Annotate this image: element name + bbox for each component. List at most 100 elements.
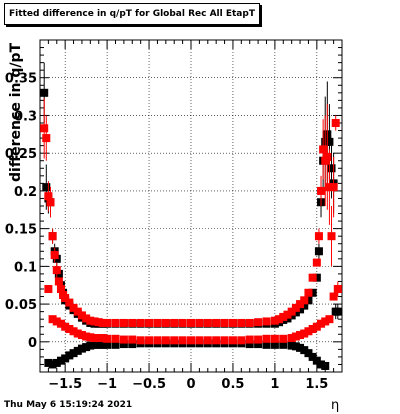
data-point bbox=[98, 340, 107, 349]
data-point bbox=[212, 336, 221, 345]
data-point bbox=[195, 336, 204, 345]
data-point bbox=[312, 356, 321, 365]
data-point bbox=[300, 329, 309, 338]
x-tick-label: 1.5 bbox=[305, 377, 328, 392]
data-point bbox=[291, 342, 300, 351]
data-point bbox=[82, 314, 91, 323]
data-point bbox=[254, 335, 263, 344]
data-point bbox=[308, 352, 317, 361]
data-point bbox=[161, 336, 170, 345]
data-point bbox=[119, 340, 128, 349]
data-point bbox=[325, 137, 334, 146]
x-tick-label: −0.5 bbox=[132, 377, 166, 392]
data-point bbox=[145, 318, 154, 327]
data-point bbox=[312, 273, 321, 282]
data-point bbox=[48, 232, 57, 241]
x-axis-label: η bbox=[331, 398, 340, 413]
y-tick-label: 0.15 bbox=[5, 223, 37, 238]
data-point bbox=[296, 331, 305, 340]
data-point bbox=[136, 318, 145, 327]
data-point bbox=[86, 316, 95, 325]
data-point bbox=[300, 346, 309, 355]
data-point bbox=[283, 310, 292, 319]
data-point bbox=[325, 183, 334, 192]
data-point bbox=[54, 277, 63, 286]
data-point bbox=[203, 336, 212, 345]
data-point bbox=[111, 318, 120, 327]
data-point bbox=[228, 318, 237, 327]
data-point bbox=[304, 327, 313, 336]
data-point bbox=[195, 318, 204, 327]
x-tick-label: 1 bbox=[270, 377, 279, 392]
data-point bbox=[153, 336, 162, 345]
data-point bbox=[333, 285, 342, 293]
x-tick-label: 0.5 bbox=[221, 377, 244, 392]
data-point bbox=[254, 340, 263, 349]
data-point bbox=[178, 336, 187, 345]
x-tick-label: −1.5 bbox=[48, 377, 82, 392]
data-point bbox=[187, 336, 195, 345]
data-point bbox=[119, 335, 128, 344]
data-point bbox=[40, 124, 49, 133]
data-point bbox=[153, 318, 162, 327]
y-tick-label: 0.35 bbox=[5, 72, 37, 87]
data-point bbox=[287, 341, 296, 350]
data-point bbox=[327, 164, 336, 173]
data-point bbox=[77, 344, 86, 353]
data-point bbox=[220, 336, 229, 345]
data-point bbox=[69, 303, 78, 312]
data-point bbox=[90, 340, 99, 349]
data-point bbox=[317, 360, 326, 369]
data-point bbox=[245, 340, 254, 349]
data-point bbox=[262, 340, 271, 349]
data-point bbox=[262, 334, 271, 343]
data-point bbox=[52, 266, 61, 275]
data-point bbox=[73, 307, 82, 316]
data-point bbox=[86, 333, 95, 342]
data-point bbox=[312, 258, 321, 267]
data-point bbox=[103, 340, 112, 349]
data-point bbox=[270, 340, 279, 349]
data-point bbox=[69, 327, 78, 336]
data-point bbox=[61, 294, 70, 303]
data-point bbox=[333, 307, 342, 316]
data-point bbox=[314, 232, 323, 241]
data-point bbox=[161, 318, 170, 327]
y-tick-label: 0.1 bbox=[14, 260, 37, 275]
data-point bbox=[279, 340, 288, 349]
data-point bbox=[119, 318, 128, 327]
data-point bbox=[44, 192, 53, 201]
data-point bbox=[254, 318, 263, 327]
data-point bbox=[312, 322, 321, 331]
data-point bbox=[77, 311, 86, 320]
data-point bbox=[65, 351, 74, 360]
data-point bbox=[291, 303, 300, 312]
data-point bbox=[44, 285, 53, 293]
data-point bbox=[262, 317, 271, 326]
data-point bbox=[245, 335, 254, 344]
data-point bbox=[212, 318, 221, 327]
data-point bbox=[300, 301, 309, 310]
timestamp: Thu May 6 15:19:24 2021 bbox=[4, 400, 133, 410]
data-point bbox=[304, 288, 313, 297]
data-point bbox=[245, 318, 254, 327]
data-point bbox=[308, 288, 317, 297]
x-tick-label: −1 bbox=[97, 377, 117, 392]
data-point bbox=[50, 251, 59, 260]
data-point bbox=[86, 341, 95, 350]
data-point bbox=[42, 134, 51, 143]
data-point bbox=[237, 336, 246, 345]
data-point bbox=[48, 315, 57, 324]
data-point bbox=[321, 361, 330, 370]
data-point bbox=[128, 340, 137, 349]
data-point bbox=[329, 292, 338, 301]
chart-title: Fitted difference in q/pT for Global Rec… bbox=[4, 3, 260, 25]
data-point bbox=[187, 318, 195, 327]
data-point bbox=[65, 324, 74, 333]
data-point bbox=[73, 346, 82, 355]
data-point bbox=[287, 307, 296, 316]
data-point bbox=[323, 152, 332, 161]
data-point bbox=[296, 300, 305, 309]
data-point bbox=[325, 315, 334, 324]
